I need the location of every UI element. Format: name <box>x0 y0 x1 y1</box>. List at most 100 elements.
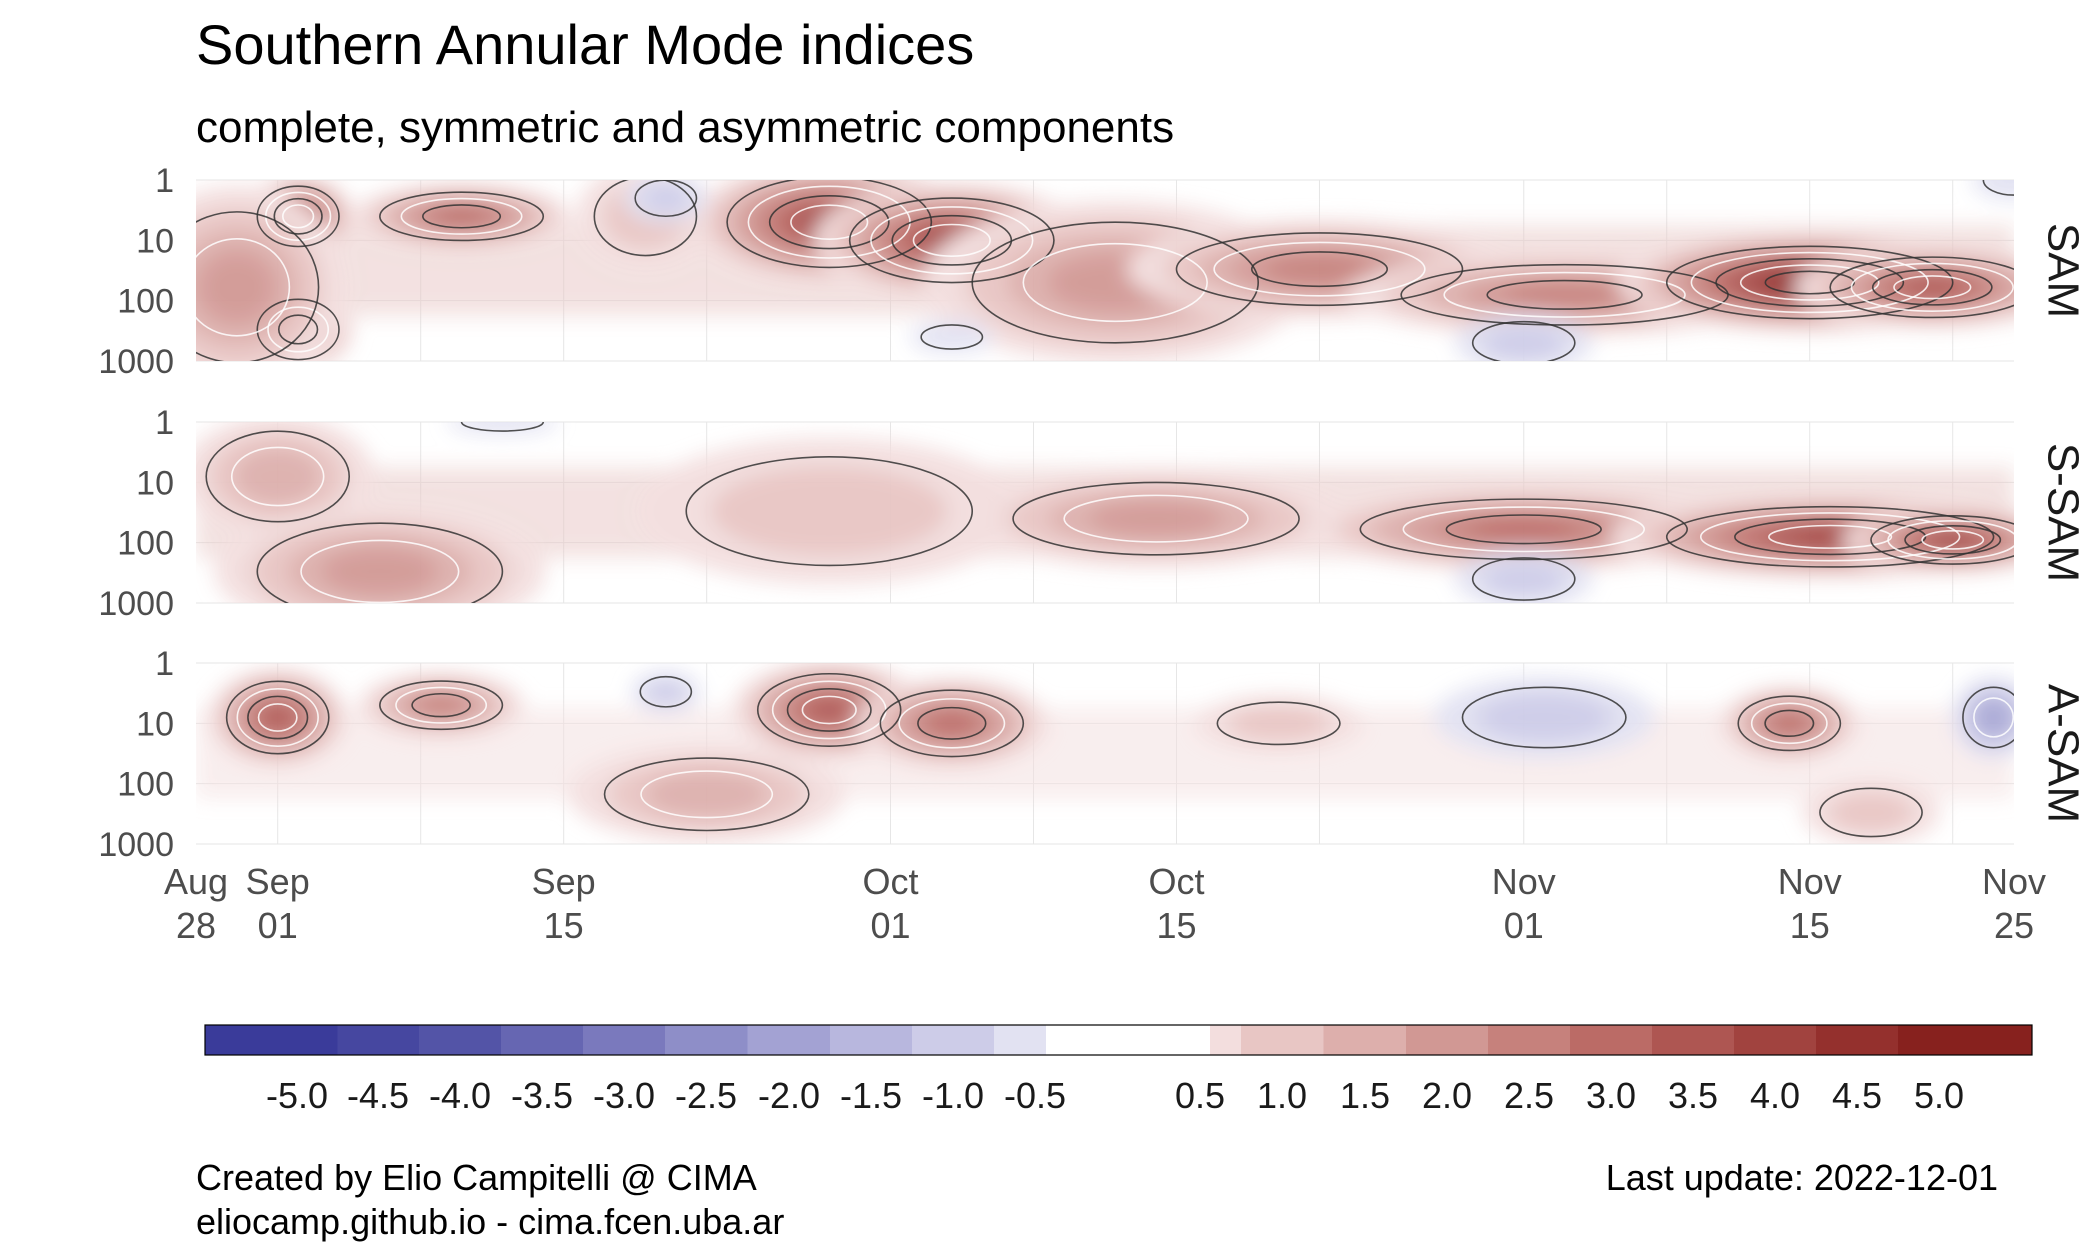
svg-text:15: 15 <box>1156 905 1196 946</box>
colorbar-label: 3.0 <box>1586 1075 1636 1116</box>
colorbar-swatch <box>419 1025 501 1055</box>
field-feature <box>1903 278 1962 296</box>
contours <box>879 689 1025 758</box>
colorbar-swatch <box>994 1025 1046 1055</box>
colorbar-label: 1.0 <box>1257 1075 1307 1116</box>
colorbar-label: 2.0 <box>1422 1075 1472 1116</box>
colorbar-label: 0.5 <box>1175 1075 1225 1116</box>
panel-a-sam: 1 10 100 1000 A-SAM <box>98 645 2087 864</box>
colorbar-swatch <box>1570 1025 1652 1055</box>
svg-text:Oct: Oct <box>1148 861 1204 902</box>
contours <box>685 456 974 567</box>
contours <box>196 211 320 361</box>
contours <box>603 757 810 832</box>
panel-label: A-SAM <box>2038 684 2087 823</box>
colorbar-swatch <box>665 1025 748 1055</box>
contours <box>1982 180 2014 196</box>
colorbar-swatch <box>501 1025 583 1055</box>
colorbar-swatch <box>337 1025 419 1055</box>
field-feature <box>1932 533 1974 546</box>
colorbar-swatch <box>583 1025 665 1055</box>
svg-text:01: 01 <box>258 905 298 946</box>
field-feature <box>322 548 438 595</box>
contours <box>1829 256 2014 319</box>
y-tick-label: 1000 <box>98 585 174 623</box>
colorbar-swatch <box>830 1025 912 1055</box>
field-feature <box>808 699 850 721</box>
field-feature <box>263 707 293 728</box>
svg-text:Nov: Nov <box>1492 861 1556 902</box>
y-tick-label: 10 <box>136 705 174 743</box>
field-feature <box>710 466 949 557</box>
field-feature <box>434 208 489 225</box>
colorbar-label: -5.0 <box>266 1075 328 1116</box>
contours <box>1359 498 1688 561</box>
colorbar-swatch <box>912 1025 994 1055</box>
contours <box>593 180 698 257</box>
y-tick-label: 1 <box>155 162 174 200</box>
colorbar-swatch <box>1046 1025 1210 1055</box>
colorbar-swatch <box>1406 1025 1488 1055</box>
svg-text:15: 15 <box>1790 905 1830 946</box>
y-tick-label: 1000 <box>98 826 174 864</box>
contours <box>1471 557 1576 601</box>
colorbar-label: 1.5 <box>1340 1075 1390 1116</box>
colorbar-label: 4.5 <box>1832 1075 1882 1116</box>
contours <box>1175 232 1464 307</box>
contours <box>639 675 693 708</box>
contours <box>256 185 340 248</box>
svg-text:Nov: Nov <box>1982 861 2046 902</box>
contours <box>256 298 340 361</box>
last-update: Last update: 2022-12-01 <box>1606 1157 1998 1198</box>
panel-sam: 1 10 100 1000 SAM <box>98 162 2087 381</box>
chart-title: Southern Annular Mode indices <box>196 13 974 76</box>
contours <box>1665 245 1954 320</box>
y-tick-label: 1000 <box>98 343 174 381</box>
colorbar: -5.0 -4.5 -4.0 -3.5 -3.0 -2.5 -2.0 -1.5 -1.0 -0.5… <box>204 1024 2033 1116</box>
contours <box>379 191 545 242</box>
field-feature <box>234 449 321 504</box>
panel-label: S-SAM <box>2038 443 2087 582</box>
colorbar-swatch <box>1898 1025 2032 1055</box>
contours <box>920 324 984 350</box>
field-feature <box>1979 703 2008 732</box>
field-feature <box>1470 519 1578 540</box>
contours <box>1012 481 1300 556</box>
field-feature <box>198 251 276 323</box>
colorbar-label: 4.0 <box>1750 1075 1800 1116</box>
colorbar-swatch <box>1241 1025 1324 1055</box>
panel-label: SAM <box>2038 223 2087 318</box>
y-tick-label: 10 <box>136 464 174 502</box>
field-feature <box>417 695 465 715</box>
svg-text:Sep: Sep <box>532 861 596 902</box>
contours <box>634 180 698 218</box>
y-tick-label: 100 <box>117 766 174 804</box>
colorbar-label: -3.5 <box>511 1075 573 1116</box>
field-feature <box>1481 561 1567 597</box>
svg-text:01: 01 <box>870 905 910 946</box>
field-feature <box>1264 255 1375 284</box>
colorbar-label: -3.0 <box>593 1075 655 1116</box>
contours <box>1471 320 1576 361</box>
contours <box>1216 701 1341 746</box>
field-feature <box>645 772 768 817</box>
colorbar-swatch <box>747 1025 830 1055</box>
svg-text:15: 15 <box>544 905 584 946</box>
contours <box>1461 686 1627 749</box>
colorbar-label: -2.5 <box>675 1075 737 1116</box>
colorbar-label: -1.5 <box>840 1075 902 1116</box>
colorbar-swatch <box>1816 1025 1898 1055</box>
colorbar-label: 5.0 <box>1914 1075 1964 1116</box>
field-feature <box>644 679 688 705</box>
field-feature <box>1828 792 1914 833</box>
colorbar-label: 3.5 <box>1668 1075 1718 1116</box>
colorbar-label: -0.5 <box>1004 1075 1066 1116</box>
field-feature <box>1501 283 1628 307</box>
field-feature <box>1088 501 1224 536</box>
